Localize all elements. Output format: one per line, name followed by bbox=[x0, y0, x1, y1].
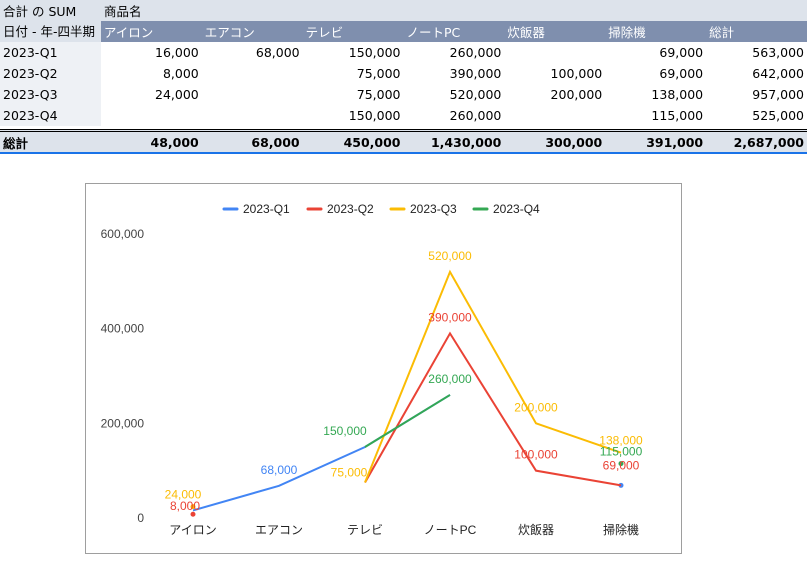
table-cell[interactable]: 525,000 bbox=[752, 108, 804, 123]
total-cell[interactable]: 48,000 bbox=[150, 134, 199, 150]
series-line-2023-Q3 bbox=[364, 269, 622, 483]
table-cell[interactable]: 642,000 bbox=[752, 66, 804, 81]
table-cell[interactable]: 69,000 bbox=[659, 66, 704, 81]
table-cell[interactable]: 8,000 bbox=[162, 66, 199, 81]
x-tick-label: テレビ bbox=[347, 523, 383, 537]
table-cell[interactable]: 150,000 bbox=[348, 108, 401, 123]
chart-svg: 0 200,000 400,000 600,000 アイロン エアコン テレビ ノートPC 炊飯… bbox=[101, 202, 643, 537]
series-line-2023-Q2 bbox=[364, 331, 622, 487]
data-label: 260,000 bbox=[428, 372, 472, 386]
x-tick-label: 掃除機 bbox=[603, 522, 639, 537]
data-label: 75,000 bbox=[331, 466, 368, 480]
legend-label: 2023-Q2 bbox=[327, 202, 374, 216]
table-cell[interactable]: 16,000 bbox=[155, 45, 199, 60]
column-header[interactable]: 炊飯器 bbox=[507, 25, 545, 40]
total-cell[interactable]: 68,000 bbox=[251, 134, 300, 150]
row-label[interactable]: 2023-Q3 bbox=[0, 84, 101, 105]
y-tick-label: 400,000 bbox=[101, 322, 145, 336]
table-cell[interactable]: 100,000 bbox=[550, 66, 603, 81]
total-cell[interactable]: 2,687,000 bbox=[733, 134, 804, 150]
data-label: 150,000 bbox=[323, 424, 367, 438]
total-cell[interactable]: 300,000 bbox=[545, 134, 603, 150]
row-label[interactable]: 2023-Q2 bbox=[0, 63, 101, 84]
table-cell[interactable]: 957,000 bbox=[752, 87, 804, 102]
x-tick-label: アイロン bbox=[169, 523, 216, 537]
legend-label: 2023-Q1 bbox=[243, 202, 290, 216]
table-cell[interactable]: 75,000 bbox=[356, 87, 401, 102]
pivot-title-row: 合計 の SUM 商品名 bbox=[0, 0, 807, 21]
data-label: 24,000 bbox=[165, 488, 202, 502]
legend-label: 2023-Q4 bbox=[493, 202, 540, 216]
table-cell[interactable]: 69,000 bbox=[659, 45, 704, 60]
data-point-2023-Q2 bbox=[190, 511, 196, 517]
data-point-2023-Q4 bbox=[618, 461, 624, 467]
table-row: 2023-Q3 24,000 75,000 520,000 200,000 138,000… bbox=[0, 84, 807, 105]
column-header[interactable]: 掃除機 bbox=[608, 25, 646, 40]
table-row: 2023-Q1 16,000 68,000 150,000 260,000 69,000 5… bbox=[0, 42, 807, 63]
table-cell[interactable]: 75,000 bbox=[356, 66, 401, 81]
table-cell[interactable]: 563,000 bbox=[752, 45, 804, 60]
total-cell[interactable]: 450,000 bbox=[343, 134, 401, 150]
total-cell[interactable]: 391,000 bbox=[646, 134, 704, 150]
series-line-2023-Q1 bbox=[192, 394, 451, 512]
column-header[interactable]: アイロン bbox=[103, 25, 154, 40]
data-label: 69,000 bbox=[603, 458, 640, 472]
data-label: 8,000 bbox=[170, 499, 200, 513]
column-header[interactable]: テレビ bbox=[305, 25, 344, 40]
data-label: 68,000 bbox=[261, 463, 298, 477]
data-label: 138,000 bbox=[599, 434, 643, 448]
y-tick-label: 0 bbox=[137, 511, 144, 525]
header-row: 日付 - 年-四半期 アイロン エアコン テレビ ノートPC 炊飯器 掃除機 総計 bbox=[0, 21, 807, 42]
data-point-2023-Q3 bbox=[190, 504, 196, 510]
pivot-table: 合計 の SUM 商品名 日付 - 年-四半期 アイロン エアコン テレビ ノートPC… bbox=[0, 0, 807, 154]
row-label[interactable]: 2023-Q4 bbox=[0, 105, 101, 126]
table-cell[interactable]: 260,000 bbox=[449, 108, 502, 123]
data-label: 520,000 bbox=[428, 249, 472, 263]
table-cell[interactable]: 115,000 bbox=[651, 108, 704, 123]
row-header: 日付 - 年-四半期 bbox=[0, 21, 101, 42]
table-cell[interactable]: 390,000 bbox=[449, 66, 502, 81]
data-label: 115,000 bbox=[600, 445, 643, 459]
data-label: 200,000 bbox=[514, 400, 558, 414]
column-header[interactable]: エアコン bbox=[204, 25, 255, 40]
table-row: 2023-Q4 150,000 260,000 115,000 525,000 bbox=[0, 105, 807, 126]
x-tick-label: エアコン bbox=[255, 523, 303, 537]
legend-label: 2023-Q3 bbox=[410, 202, 457, 216]
y-tick-label: 600,000 bbox=[101, 227, 145, 241]
column-header[interactable]: 総計 bbox=[709, 25, 735, 40]
total-row: 総計 48,000 68,000 450,000 1,430,000 300,000 391… bbox=[0, 129, 807, 154]
table-cell[interactable]: 68,000 bbox=[255, 45, 300, 60]
table-row: 2023-Q2 8,000 75,000 390,000 100,000 69,000 64… bbox=[0, 63, 807, 84]
x-tick-label: 炊飯器 bbox=[518, 522, 554, 537]
table-cell[interactable]: 260,000 bbox=[449, 45, 502, 60]
total-cell[interactable]: 1,430,000 bbox=[430, 134, 502, 150]
y-tick-label: 200,000 bbox=[101, 416, 145, 430]
x-tick-label: ノートPC bbox=[424, 523, 477, 537]
table-cell[interactable]: 200,000 bbox=[550, 87, 603, 102]
corner-label: 合計 の SUM bbox=[3, 4, 77, 19]
line-chart[interactable]: 0 200,000 400,000 600,000 アイロン エアコン テレビ ノートPC 炊飯… bbox=[85, 183, 682, 554]
series-line-2023-Q4 bbox=[364, 394, 451, 448]
total-label[interactable]: 総計 bbox=[3, 135, 29, 151]
table-cell[interactable]: 24,000 bbox=[155, 87, 199, 102]
table-cell[interactable]: 150,000 bbox=[348, 45, 401, 60]
column-group-label: 商品名 bbox=[104, 4, 142, 19]
data-label: 390,000 bbox=[428, 310, 472, 324]
row-label[interactable]: 2023-Q1 bbox=[0, 42, 101, 63]
column-header[interactable]: ノートPC bbox=[406, 25, 461, 40]
table-cell[interactable]: 520,000 bbox=[449, 87, 502, 102]
table-cell[interactable]: 138,000 bbox=[651, 87, 704, 102]
data-label: 100,000 bbox=[514, 448, 558, 462]
